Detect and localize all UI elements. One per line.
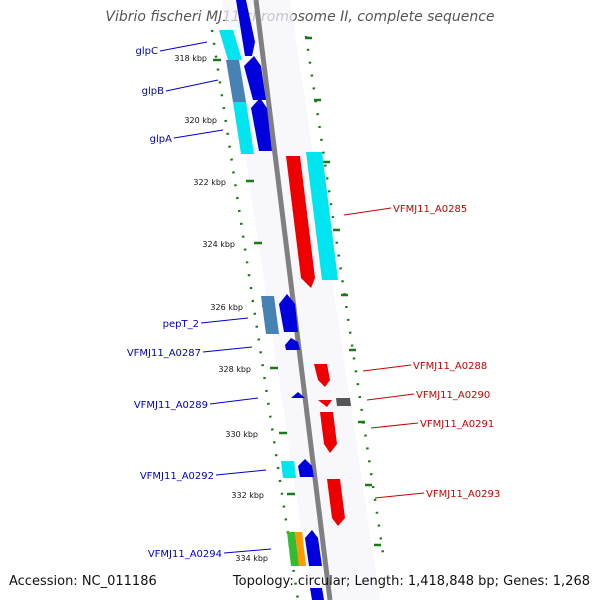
map-title: Vibrio fischeri MJ11 chromosome II, comp… — [105, 9, 495, 25]
gene-feature — [279, 294, 298, 332]
gene-feature — [236, 0, 255, 56]
gene-feature — [226, 60, 246, 102]
gene-label-vfmj11-a0285[interactable]: VFMJ11_A0285 — [393, 204, 467, 215]
gene-label-vfmj11-a0287[interactable]: VFMJ11_A0287 — [127, 348, 201, 359]
tick-label: 334 kbp — [235, 554, 268, 563]
reverse-gene-labels: VFMJ11_A0285 VFMJ11_A0288 VFMJ11_A0290 V… — [393, 204, 500, 500]
gene-feature — [285, 338, 300, 350]
gene-label-glpb[interactable]: glpB — [142, 86, 164, 97]
gene-feature — [261, 296, 279, 334]
gene-label-vfmj11-a0288[interactable]: VFMJ11_A0288 — [413, 361, 487, 372]
tick-label: 326 kbp — [210, 303, 243, 312]
tick-label: 324 kbp — [202, 240, 235, 249]
forward-label-connectors — [159, 41, 272, 554]
gene-feature — [314, 364, 330, 387]
gene-label-pept-2[interactable]: pepT_2 — [163, 319, 199, 330]
gene-feature — [298, 459, 314, 477]
tick-label: 318 kbp — [174, 54, 207, 63]
backbone — [253, 0, 333, 600]
gene-label-vfmj11-a0293[interactable]: VFMJ11_A0293 — [426, 489, 500, 500]
gene-feature — [318, 400, 332, 407]
accession-text: Accession: NC_011186 — [9, 574, 157, 589]
gene-feature — [306, 152, 338, 280]
tick-label: 330 kbp — [225, 430, 258, 439]
gene-feature — [251, 98, 272, 151]
gene-label-vfmj11-a0291[interactable]: VFMJ11_A0291 — [420, 419, 494, 430]
gene-feature — [286, 156, 315, 288]
gene-label-vfmj11-a0292[interactable]: VFMJ11_A0292 — [140, 471, 214, 482]
forward-genes — [219, 0, 324, 600]
gene-feature — [336, 398, 351, 406]
gene-feature — [219, 30, 242, 60]
gene-feature — [233, 102, 254, 154]
gene-feature — [310, 588, 324, 600]
gene-label-glpc[interactable]: glpC — [136, 46, 158, 57]
gene-feature — [327, 479, 345, 526]
gene-feature — [281, 461, 296, 478]
gene-label-vfmj11-a0289[interactable]: VFMJ11_A0289 — [134, 400, 208, 411]
tick-label: 322 kbp — [193, 178, 226, 187]
tick-label: 320 kbp — [184, 116, 217, 125]
tick-label: 332 kbp — [231, 491, 264, 500]
map-band — [222, 0, 380, 600]
gene-feature — [291, 392, 305, 398]
tick-label: 328 kbp — [218, 365, 251, 374]
gene-feature — [295, 532, 306, 566]
gene-label-vfmj11-a0290[interactable]: VFMJ11_A0290 — [416, 390, 490, 401]
reverse-label-connectors — [343, 207, 425, 499]
gene-feature — [244, 56, 266, 100]
gene-feature — [320, 412, 337, 453]
gene-label-glpa[interactable]: glpA — [150, 134, 172, 145]
tick-labels: 318 kbp 320 kbp 322 kbp 324 kbp 326 kbp … — [174, 54, 268, 563]
gene-feature — [305, 530, 322, 566]
gene-label-vfmj11-a0294[interactable]: VFMJ11_A0294 — [148, 549, 222, 560]
summary-text: Topology: circular; Length: 1,418,848 bp… — [232, 574, 590, 589]
reverse-genes — [286, 152, 351, 526]
forward-gene-labels: glpC glpB glpA pepT_2 VFMJ11_A0287 VFMJ1… — [127, 46, 222, 560]
